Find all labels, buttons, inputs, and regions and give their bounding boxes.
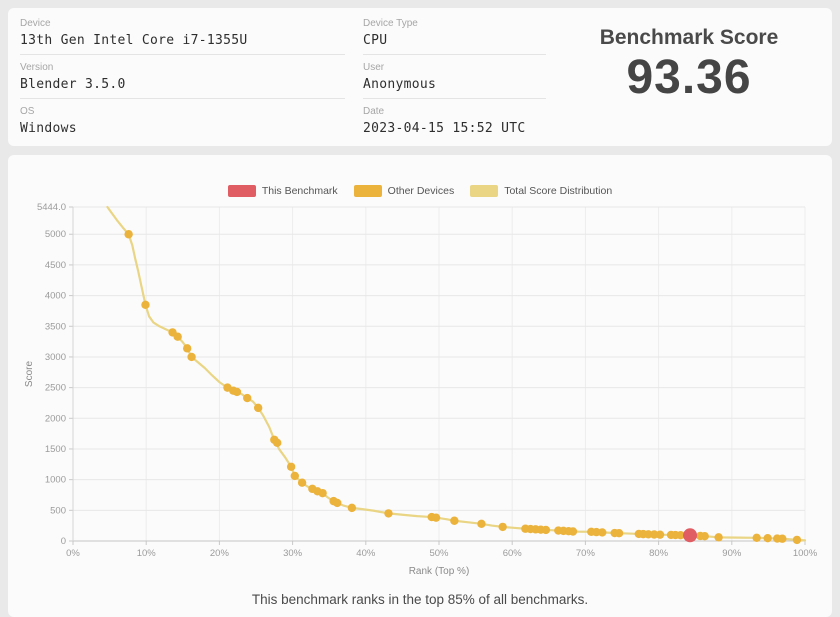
device-point[interactable] bbox=[333, 498, 342, 508]
y-tick-label: 500 bbox=[50, 505, 66, 516]
device-point[interactable] bbox=[644, 530, 653, 539]
device-point[interactable] bbox=[182, 344, 192, 353]
field-os-label: OS bbox=[20, 106, 35, 117]
device-point[interactable] bbox=[763, 533, 772, 543]
y-axis-label: Score bbox=[24, 361, 35, 388]
field-user: User Anonymous bbox=[363, 62, 546, 99]
device-point[interactable] bbox=[290, 471, 299, 481]
field-version-label: Version bbox=[20, 62, 54, 73]
field-date-value: 2023-04-15 15:52 UTC bbox=[363, 121, 526, 136]
device-point[interactable] bbox=[384, 509, 393, 518]
field-user-value: Anonymous bbox=[363, 77, 437, 92]
device-point[interactable] bbox=[752, 533, 761, 543]
field-user-label: User bbox=[363, 62, 385, 73]
x-tick-label: 30% bbox=[283, 548, 303, 559]
x-tick-label: 80% bbox=[649, 548, 669, 559]
rank-caption: This benchmark ranks in the top 85% of a… bbox=[251, 592, 589, 607]
device-point[interactable] bbox=[792, 535, 802, 545]
device-point[interactable] bbox=[614, 529, 624, 538]
device-point[interactable] bbox=[187, 352, 196, 362]
device-point[interactable] bbox=[450, 516, 459, 525]
device-point[interactable] bbox=[568, 527, 578, 536]
benchmark-info-card: Device 13th Gen Intel Core i7-1355U Vers… bbox=[8, 8, 832, 146]
field-device: Device 13th Gen Intel Core i7-1355U bbox=[20, 18, 345, 55]
field-os-value: Windows bbox=[20, 121, 77, 136]
legend-swatch-icon bbox=[353, 185, 382, 197]
distribution-line bbox=[106, 205, 807, 542]
field-date-label: Date bbox=[363, 106, 385, 117]
y-tick-label: 1000 bbox=[45, 475, 66, 486]
legend-swatch-icon bbox=[227, 185, 256, 197]
legend-item-0[interactable]: This Benchmark bbox=[227, 185, 338, 197]
device-point[interactable] bbox=[141, 300, 150, 309]
field-os: OS Windows bbox=[20, 106, 345, 142]
y-tick-label: 2500 bbox=[45, 383, 66, 394]
field-device-label: Device bbox=[20, 18, 51, 29]
legend-item-1[interactable]: Other Devices bbox=[353, 185, 455, 197]
device-point[interactable] bbox=[598, 528, 607, 537]
legend-label: Total Score Distribution bbox=[504, 185, 613, 197]
device-point[interactable] bbox=[498, 522, 507, 532]
field-version-value: Blender 3.5.0 bbox=[20, 77, 126, 92]
field-device-type: Device Type CPU bbox=[363, 18, 546, 55]
legend-item-2[interactable]: Total Score Distribution bbox=[470, 185, 612, 197]
legend-swatch-icon bbox=[470, 185, 499, 197]
benchmark-score-title: Benchmark Score bbox=[599, 26, 779, 49]
device-point[interactable] bbox=[297, 478, 307, 487]
device-point[interactable] bbox=[124, 230, 133, 239]
field-date: Date 2023-04-15 15:52 UTC bbox=[363, 106, 546, 142]
x-tick-label: 20% bbox=[210, 548, 230, 559]
device-point[interactable] bbox=[676, 530, 685, 540]
device-point[interactable] bbox=[431, 513, 441, 522]
device-point[interactable] bbox=[477, 519, 486, 529]
x-tick-label: 90% bbox=[722, 548, 742, 559]
y-tick-label: 1500 bbox=[45, 444, 66, 455]
field-device-type-value: CPU bbox=[363, 33, 388, 48]
x-axis-label: Rank (Top %) bbox=[409, 566, 470, 577]
device-point[interactable] bbox=[700, 532, 709, 541]
field-device-value: 13th Gen Intel Core i7-1355U bbox=[20, 33, 248, 48]
device-point[interactable] bbox=[243, 393, 252, 403]
device-point[interactable] bbox=[655, 530, 665, 539]
device-point[interactable] bbox=[650, 530, 659, 539]
y-tick-label: 2000 bbox=[45, 413, 66, 424]
y-tick-label: 3000 bbox=[45, 352, 66, 363]
x-tick-label: 60% bbox=[503, 548, 523, 559]
device-point[interactable] bbox=[173, 332, 182, 341]
y-tick-label: 3500 bbox=[45, 321, 66, 332]
x-tick-label: 10% bbox=[137, 548, 157, 559]
chart-legend: This Benchmark Other Devices Total Score D… bbox=[8, 185, 832, 197]
device-point[interactable] bbox=[541, 525, 551, 535]
info-column-left: Device 13th Gen Intel Core i7-1355U Vers… bbox=[20, 18, 345, 146]
device-point[interactable] bbox=[778, 534, 787, 543]
score-distribution-chart: 0% 10% 20% 30% 40% 50% 60% 70% 80% 90% 100% 0 500 100… bbox=[24, 202, 818, 577]
device-point[interactable] bbox=[714, 533, 723, 542]
device-point[interactable] bbox=[273, 438, 282, 448]
x-tick-label: 0% bbox=[66, 548, 80, 559]
device-point[interactable] bbox=[286, 462, 296, 471]
benchmark-score-value: 93.36 bbox=[626, 51, 752, 104]
y-tick-label: 5000 bbox=[45, 229, 66, 240]
device-point[interactable] bbox=[232, 387, 242, 397]
benchmark-point[interactable] bbox=[683, 528, 698, 543]
x-tick-label: 50% bbox=[429, 548, 449, 559]
field-version: Version Blender 3.5.0 bbox=[20, 62, 345, 99]
x-tick-label: 100% bbox=[793, 548, 818, 559]
device-point[interactable] bbox=[347, 503, 357, 513]
info-column-right: Device Type CPU User Anonymous Date 2023… bbox=[363, 18, 546, 146]
y-tick-label: 0 bbox=[61, 536, 66, 547]
legend-label: Other Devices bbox=[387, 185, 455, 197]
legend-label: This Benchmark bbox=[261, 185, 338, 197]
x-tick-label: 70% bbox=[576, 548, 596, 559]
y-tick-label: 4500 bbox=[45, 260, 66, 271]
y-max-label: 5444.0 bbox=[37, 202, 66, 213]
device-point[interactable] bbox=[318, 488, 327, 498]
score-area: Benchmark Score 93.36 bbox=[546, 8, 832, 146]
device-point[interactable] bbox=[253, 403, 263, 413]
field-device-type-label: Device Type bbox=[363, 18, 418, 29]
score-distribution-card: This Benchmark Other Devices Total Score D… bbox=[8, 155, 832, 617]
x-tick-label: 40% bbox=[356, 548, 376, 559]
y-tick-label: 4000 bbox=[45, 291, 66, 302]
